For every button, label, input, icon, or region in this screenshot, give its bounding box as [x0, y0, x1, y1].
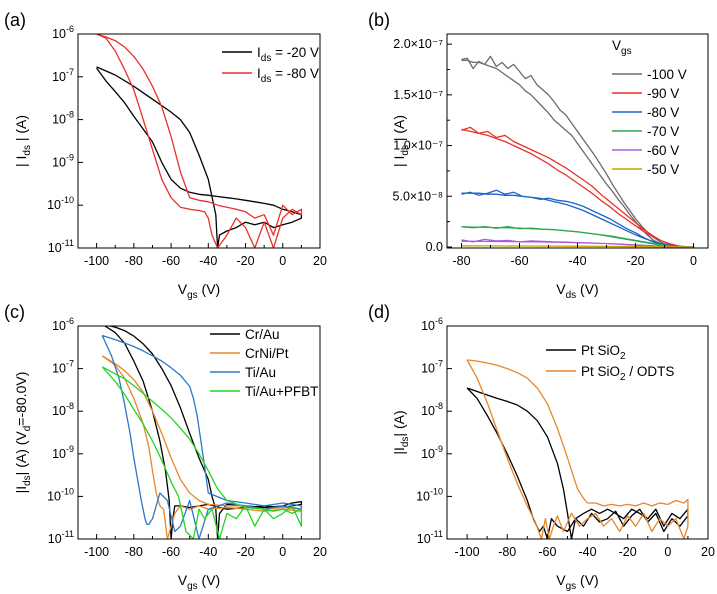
x-tick-label: -40 — [568, 254, 586, 268]
x-axis-label: Vds (V) — [556, 281, 598, 301]
y-tick-label: 10-8 — [52, 110, 74, 127]
y-tick-label: 10-7 — [52, 359, 74, 376]
y-tick-label: 10-10 — [47, 486, 74, 503]
x-tick-label: 20 — [313, 545, 327, 559]
x-tick-label: -100 — [84, 545, 109, 559]
legend-entry: -60 V — [647, 143, 679, 158]
y-tick-label: 10-11 — [417, 529, 443, 546]
x-tick-label: -20 — [236, 545, 254, 559]
series-line-2 — [466, 359, 689, 539]
legend-entry: Ti/Au — [245, 365, 276, 380]
legend-entry: CrNi/Pt — [245, 346, 289, 361]
x-tick-label: -100 — [455, 545, 480, 559]
series-line-1 — [466, 387, 689, 539]
y-tick-label: 10-8 — [421, 401, 443, 418]
legend-title: Vgs — [612, 38, 632, 57]
legend-entry: -80 V — [647, 105, 679, 120]
legend-entry: Ti/Au+PFBT — [245, 384, 318, 399]
x-tick-label: -60 — [538, 545, 556, 559]
y-tick-label: 10-7 — [421, 359, 443, 376]
x-tick-label: -60 — [510, 254, 528, 268]
x-tick-label: 20 — [313, 254, 327, 268]
x-axis-label: Vgs (V) — [556, 572, 598, 592]
y-axis-label: |Ids| (A) (Vd=-80.0V) — [13, 372, 33, 494]
y-tick-label: 10-6 — [52, 316, 74, 333]
series-line-4 — [101, 366, 303, 539]
series-line-3 — [101, 334, 303, 539]
legend-entry: Ids = -20 V — [257, 45, 319, 64]
x-tick-label: -80 — [452, 254, 470, 268]
panel-label: (b) — [368, 10, 390, 30]
panel-c: -100 -80 -60 -40 -20 0 20 10-11 10-10 10-9 10-8 10-… — [4, 302, 327, 592]
plot-frame — [77, 325, 321, 540]
y-tick-label: 10-11 — [48, 238, 74, 255]
legend: Cr/Au CrNi/Pt Ti/Au Ti/Au+PFBT — [210, 327, 318, 399]
y-tick-label: 10-9 — [52, 152, 74, 169]
x-axis-label: Vgs (V) — [178, 281, 220, 301]
x-tick-label: -100 — [84, 254, 109, 268]
x-tick-label: -80 — [498, 545, 516, 559]
panel-d: -100 -80 -60 -40 -20 0 20 10-11 10-10 10-9 10-8 10-… — [368, 302, 715, 592]
series-line-2 — [101, 355, 303, 539]
x-tick-label: 20 — [701, 545, 715, 559]
legend-entry: Ids = -80 V — [257, 66, 319, 85]
y-tick-label: 10-8 — [52, 401, 74, 418]
panel-label: (d) — [368, 302, 390, 322]
x-tick-label: -20 — [236, 254, 254, 268]
legend: Ids = -20 V Ids = -80 V — [222, 45, 319, 85]
x-tick-label: -60 — [162, 545, 180, 559]
y-tick-label: 2.0×10⁻⁷ — [393, 37, 443, 51]
x-tick-label: -80 — [125, 254, 143, 268]
x-tick-label: -20 — [619, 545, 637, 559]
y-axis-label: |Ids| (A) — [391, 410, 411, 454]
y-axis-label: | Ids | (A) — [391, 115, 411, 167]
legend-entry: -70 V — [647, 124, 679, 139]
series-group — [101, 326, 303, 539]
series-line-1 — [103, 326, 303, 539]
y-tick-label: 10-9 — [52, 444, 74, 461]
y-tick-label: 10-6 — [52, 24, 74, 41]
y-tick-label: 10-7 — [52, 67, 74, 84]
panel-label: (c) — [4, 302, 25, 322]
panel-b: -80 -60 -40 -20 0 0.0 5.0×10⁻⁸ 1.0×10⁻⁷ 1.5×10⁻⁷… — [368, 10, 709, 301]
legend-entry: Pt SiO2 / ODTS — [581, 364, 674, 383]
y-tick-label: 10-6 — [421, 316, 443, 333]
x-axis-label: Vgs (V) — [178, 572, 220, 592]
panel-a: -100 -80 -60 -40 -20 0 20 10-11 10-10 10-9 10-8 10-… — [4, 10, 327, 301]
x-tick-label: -40 — [578, 545, 596, 559]
x-tick-label: -20 — [626, 254, 644, 268]
series-group — [466, 359, 689, 539]
x-tick-label: 0 — [279, 254, 286, 268]
y-tick-label: 5.0×10⁻⁸ — [393, 189, 443, 203]
legend-entry: Pt SiO2 — [581, 343, 626, 362]
legend: Pt SiO2 Pt SiO2 / ODTS — [546, 343, 674, 383]
x-tick-label: 0 — [690, 254, 697, 268]
panel-label: (a) — [4, 10, 26, 30]
series-line-2 — [96, 34, 303, 248]
plot-frame — [446, 325, 709, 540]
y-tick-label: 1.5×10⁻⁷ — [393, 88, 443, 102]
y-tick-label: 10-10 — [416, 486, 443, 503]
y-tick-label: 10-9 — [421, 444, 443, 461]
x-tick-label: 0 — [664, 545, 671, 559]
y-tick-label: 10-11 — [48, 529, 74, 546]
y-tick-label: 1.0×10⁻⁷ — [393, 139, 443, 153]
x-tick-label: -40 — [199, 254, 217, 268]
plot-frame — [77, 33, 321, 249]
y-tick-label: 10-10 — [47, 195, 74, 212]
legend-entry: Cr/Au — [245, 327, 280, 342]
series-line-1 — [96, 66, 303, 248]
x-tick-label: -40 — [199, 545, 217, 559]
legend-entry: -50 V — [647, 162, 679, 177]
legend-entry: -100 V — [647, 67, 687, 82]
x-tick-label: -80 — [125, 545, 143, 559]
y-tick-label: 0.0 — [426, 240, 443, 254]
legend: Vgs -100 V -90 V -80 V -70 V -60 V -50 V — [612, 38, 687, 177]
series-group — [96, 34, 303, 248]
x-tick-label: -60 — [162, 254, 180, 268]
y-axis-label: | Ids | (A) — [13, 115, 33, 167]
legend-entry: -90 V — [647, 86, 679, 101]
x-tick-label: 0 — [279, 545, 286, 559]
